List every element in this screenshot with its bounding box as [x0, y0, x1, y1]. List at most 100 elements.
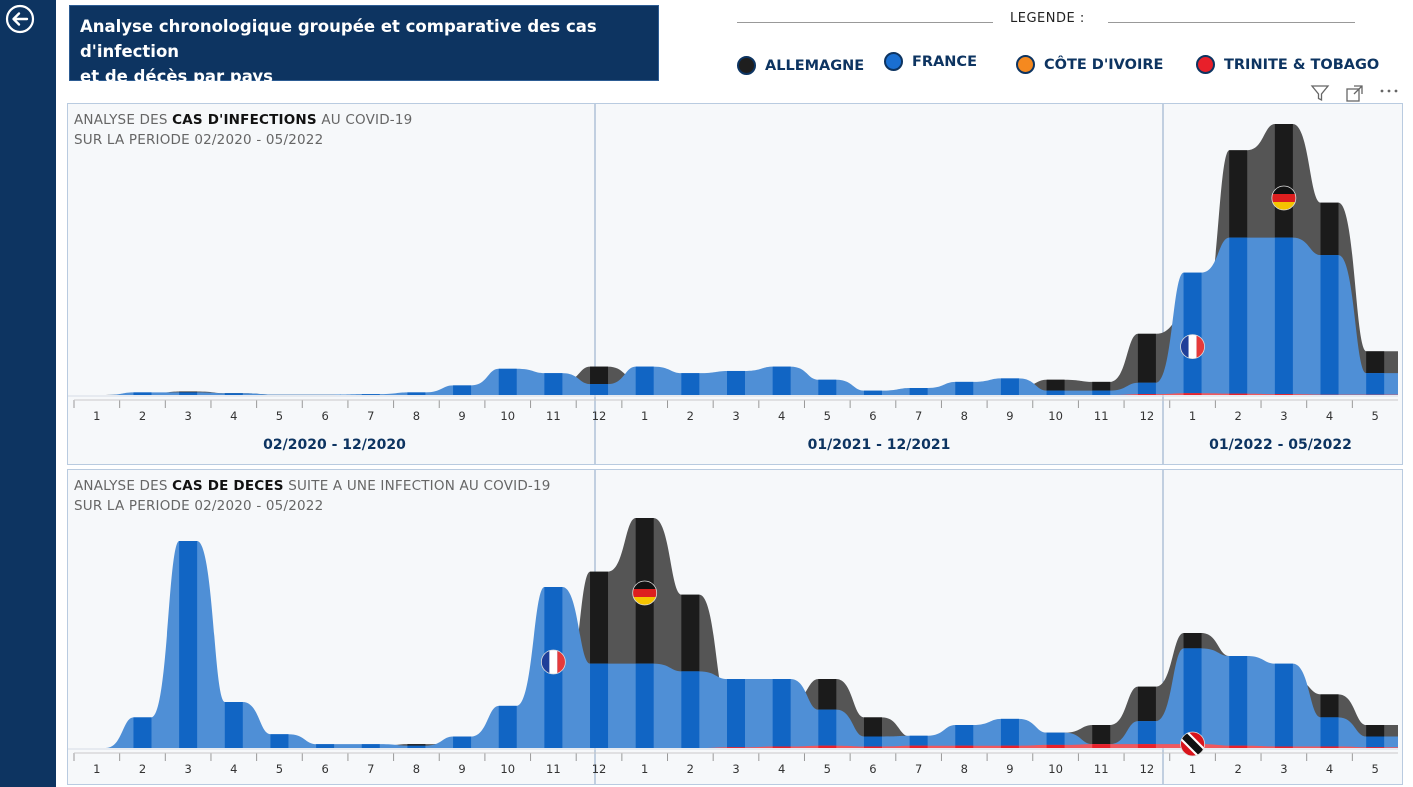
data-mark[interactable] [1137, 394, 1156, 395]
data-mark[interactable] [1366, 736, 1385, 749]
x-tick-label: 6 [869, 409, 876, 423]
data-mark[interactable] [1274, 663, 1293, 748]
x-tick-label: 12 [1140, 762, 1155, 776]
data-mark[interactable] [955, 745, 974, 748]
data-mark[interactable] [361, 744, 380, 748]
data-mark[interactable] [1092, 390, 1111, 395]
data-mark[interactable] [1137, 744, 1156, 748]
x-tick-label: 9 [458, 409, 465, 423]
data-mark[interactable] [361, 394, 380, 395]
data-mark[interactable] [1229, 393, 1248, 395]
series-trinite-tobago[interactable] [74, 744, 1398, 748]
data-mark[interactable] [1092, 725, 1111, 748]
data-mark[interactable] [955, 381, 974, 395]
legend-item-cote-divoire[interactable]: CÔTE D'IVOIRE [1016, 55, 1163, 74]
data-mark[interactable] [590, 384, 609, 395]
legend-label-allemagne: ALLEMAGNE [765, 57, 865, 74]
data-mark[interactable] [179, 392, 198, 395]
data-mark[interactable] [1183, 648, 1202, 748]
data-mark[interactable] [909, 745, 928, 748]
data-mark[interactable] [270, 734, 289, 748]
data-mark[interactable] [407, 745, 426, 748]
x-tick-label: 5 [1372, 409, 1379, 423]
data-mark[interactable] [407, 392, 426, 395]
series-trinite-tobago[interactable] [74, 393, 1398, 395]
x-tick-label: 12 [592, 409, 607, 423]
data-mark[interactable] [1000, 378, 1019, 395]
data-mark[interactable] [224, 393, 243, 395]
x-tick-label: 9 [1006, 762, 1013, 776]
data-mark[interactable] [1000, 718, 1019, 748]
data-mark[interactable] [635, 366, 654, 395]
data-mark[interactable] [1137, 382, 1156, 395]
data-mark[interactable] [133, 717, 152, 748]
data-mark[interactable] [316, 744, 335, 748]
report-title: Analyse chronologique groupée et compara… [69, 5, 659, 86]
data-mark[interactable] [772, 746, 791, 748]
data-mark[interactable] [1092, 744, 1111, 748]
focus-mode-icon[interactable] [1345, 83, 1365, 103]
data-mark[interactable] [453, 385, 472, 395]
data-mark[interactable] [863, 736, 882, 749]
data-mark[interactable] [1229, 745, 1248, 748]
data-mark[interactable] [1229, 237, 1248, 395]
back-arrow-icon[interactable] [5, 4, 35, 34]
data-mark[interactable] [1229, 656, 1248, 748]
data-mark[interactable] [727, 747, 745, 748]
flag-marker-france [540, 649, 566, 675]
data-mark[interactable] [727, 679, 745, 748]
data-mark[interactable] [681, 373, 700, 395]
data-mark[interactable] [1000, 745, 1019, 748]
legend-label-trinite-tobago: TRINITE & TOBAGO [1224, 56, 1380, 73]
data-mark[interactable] [1320, 746, 1339, 748]
x-tick-label: 4 [230, 762, 237, 776]
series-france[interactable] [74, 237, 1398, 395]
data-mark[interactable] [1046, 732, 1065, 748]
data-mark[interactable] [1274, 237, 1293, 395]
more-options-icon[interactable] [1378, 83, 1400, 103]
x-tick-label: 1 [1189, 762, 1196, 776]
data-mark[interactable] [1137, 721, 1156, 748]
data-mark[interactable] [544, 373, 563, 395]
data-mark[interactable] [909, 388, 928, 395]
data-mark[interactable] [1046, 390, 1065, 395]
filter-icon[interactable] [1310, 83, 1330, 103]
data-mark[interactable] [133, 392, 152, 395]
data-mark[interactable] [955, 725, 974, 748]
data-mark[interactable] [224, 702, 243, 748]
legend-item-trinite-tobago[interactable]: TRINITE & TOBAGO [1196, 55, 1379, 74]
data-mark[interactable] [1274, 746, 1293, 748]
data-mark[interactable] [1183, 272, 1202, 395]
data-mark[interactable] [498, 368, 517, 395]
data-mark[interactable] [498, 705, 517, 748]
data-mark[interactable] [681, 671, 700, 748]
data-mark[interactable] [1274, 394, 1293, 395]
data-mark[interactable] [727, 370, 745, 395]
data-mark[interactable] [1137, 333, 1156, 395]
infections-chart-panel: ANALYSE DES CAS D'INFECTIONS AU COVID-19… [67, 103, 1403, 465]
legend-item-france[interactable]: FRANCE [884, 52, 977, 71]
data-mark[interactable] [1320, 255, 1339, 395]
legend-item-allemagne[interactable]: ALLEMAGNE [737, 56, 864, 75]
data-mark[interactable] [863, 390, 882, 395]
data-mark[interactable] [818, 709, 837, 748]
data-mark[interactable] [1183, 393, 1202, 395]
x-tick-label: 3 [1280, 409, 1287, 423]
data-mark[interactable] [1046, 744, 1065, 748]
data-mark[interactable] [635, 663, 654, 748]
data-mark[interactable] [909, 735, 928, 748]
data-mark[interactable] [1366, 373, 1385, 395]
data-mark[interactable] [179, 541, 198, 748]
data-mark[interactable] [1366, 747, 1385, 748]
x-tick-label: 4 [778, 409, 785, 423]
deaths-chart-title: ANALYSE DES CAS DE DECES SUITE A UNE INF… [74, 478, 551, 494]
data-mark[interactable] [453, 736, 472, 749]
data-mark[interactable] [772, 679, 791, 748]
data-mark[interactable] [818, 745, 837, 748]
x-tick-label: 8 [961, 762, 968, 776]
data-mark[interactable] [590, 663, 609, 748]
data-mark[interactable] [863, 746, 882, 748]
data-mark[interactable] [818, 379, 837, 395]
data-mark[interactable] [1320, 717, 1339, 748]
data-mark[interactable] [772, 366, 791, 395]
